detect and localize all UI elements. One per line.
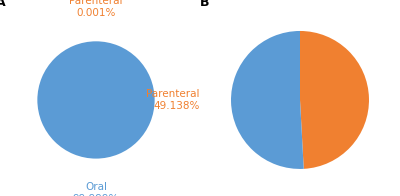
Text: Parenteral
0.001%: Parenteral 0.001%: [69, 0, 123, 18]
Wedge shape: [37, 41, 155, 159]
Text: A: A: [0, 0, 6, 9]
Text: Parenteral
49.138%: Parenteral 49.138%: [146, 89, 200, 111]
Text: B: B: [200, 0, 210, 9]
Wedge shape: [300, 31, 369, 169]
Text: Oral
99.999%: Oral 99.999%: [73, 182, 119, 196]
Wedge shape: [231, 31, 304, 169]
